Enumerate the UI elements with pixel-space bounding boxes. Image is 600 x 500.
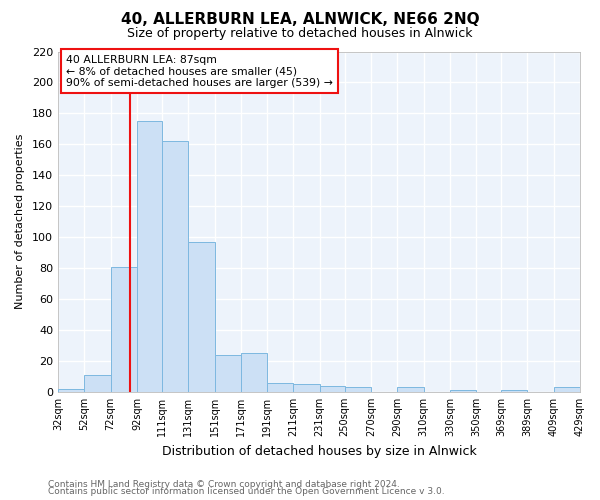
Bar	[215, 355, 241, 392]
Bar	[85, 375, 110, 392]
Bar	[58, 389, 85, 392]
Bar	[110, 266, 137, 392]
Bar	[241, 353, 267, 392]
Bar	[554, 388, 580, 392]
Bar	[450, 390, 476, 392]
Y-axis label: Number of detached properties: Number of detached properties	[15, 134, 25, 310]
Text: 40 ALLERBURN LEA: 87sqm
← 8% of detached houses are smaller (45)
90% of semi-det: 40 ALLERBURN LEA: 87sqm ← 8% of detached…	[66, 54, 333, 88]
Text: Contains HM Land Registry data © Crown copyright and database right 2024.: Contains HM Land Registry data © Crown c…	[48, 480, 400, 489]
Bar	[188, 242, 215, 392]
Text: 40, ALLERBURN LEA, ALNWICK, NE66 2NQ: 40, ALLERBURN LEA, ALNWICK, NE66 2NQ	[121, 12, 479, 28]
Text: Contains public sector information licensed under the Open Government Licence v : Contains public sector information licen…	[48, 487, 445, 496]
Bar	[293, 384, 320, 392]
Text: Size of property relative to detached houses in Alnwick: Size of property relative to detached ho…	[127, 28, 473, 40]
X-axis label: Distribution of detached houses by size in Alnwick: Distribution of detached houses by size …	[161, 444, 476, 458]
Bar	[397, 388, 424, 392]
Bar	[344, 388, 371, 392]
Bar	[320, 386, 344, 392]
Bar	[501, 390, 527, 392]
Bar	[162, 141, 188, 392]
Bar	[137, 121, 162, 392]
Bar	[267, 382, 293, 392]
